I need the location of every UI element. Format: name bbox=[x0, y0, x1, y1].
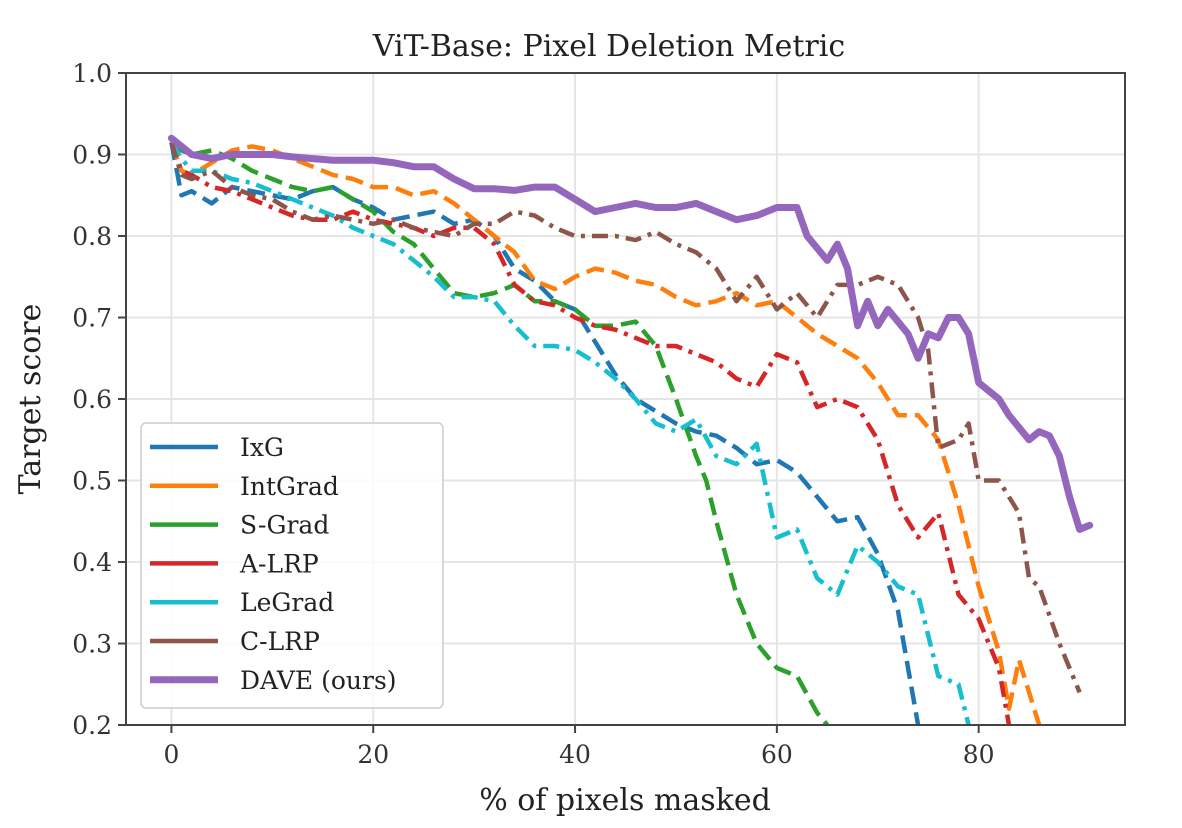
legend: IxG IntGrad S-Grad A-LRP LeGrad C-LRP DAVE (ou… bbox=[140, 422, 444, 709]
chart-title: ViT-Base: Pixel Deletion Metric bbox=[372, 29, 845, 64]
x-axis-label: % of pixels masked bbox=[479, 783, 771, 818]
y-tick-label: 0.3 bbox=[72, 630, 112, 659]
x-tick-label: 80 bbox=[963, 740, 995, 769]
series-line-legrad bbox=[169, 141, 971, 725]
series-line-intgrad bbox=[169, 141, 1042, 725]
legend-label-intgrad: IntGrad bbox=[240, 472, 339, 501]
y-axis-ticks: 0.2 0.3 0.4 0.5 0.6 0.7 0.8 0.9 1.0 bbox=[72, 59, 126, 740]
series-layer bbox=[167, 134, 1094, 725]
y-tick-label: 0.8 bbox=[72, 222, 112, 251]
x-tick-label: 0 bbox=[163, 740, 179, 769]
y-tick-label: 1.0 bbox=[72, 59, 112, 88]
y-tick-label: 0.2 bbox=[72, 711, 112, 740]
legend-label-a-lrp: A-LRP bbox=[239, 549, 319, 578]
legend-label-s-grad: S-Grad bbox=[240, 511, 329, 540]
series-line-s-grad bbox=[169, 140, 830, 725]
series-line-ixg bbox=[169, 141, 921, 725]
x-axis-ticks: 0 20 40 60 80 bbox=[163, 725, 995, 769]
y-tick-label: 0.7 bbox=[72, 304, 112, 333]
y-tick-label: 0.4 bbox=[72, 548, 112, 577]
series-line-c-lrp bbox=[169, 141, 1082, 694]
x-tick-label: 20 bbox=[357, 740, 389, 769]
legend-label-dave-ours: DAVE (ours) bbox=[240, 666, 397, 695]
legend-box bbox=[140, 422, 444, 709]
y-tick-label: 0.9 bbox=[72, 141, 112, 170]
legend-label-c-lrp: C-LRP bbox=[240, 627, 320, 656]
y-axis-label: Target score bbox=[13, 304, 48, 495]
legend-label-ixg: IxG bbox=[240, 433, 284, 462]
legend-label-legrad: LeGrad bbox=[240, 588, 334, 617]
x-tick-label: 40 bbox=[559, 740, 591, 769]
x-tick-label: 60 bbox=[761, 740, 793, 769]
y-tick-label: 0.5 bbox=[72, 467, 112, 496]
series-line-a-lrp bbox=[169, 141, 1012, 725]
y-tick-label: 0.6 bbox=[72, 385, 112, 414]
series-line-dave-ours bbox=[167, 134, 1094, 533]
